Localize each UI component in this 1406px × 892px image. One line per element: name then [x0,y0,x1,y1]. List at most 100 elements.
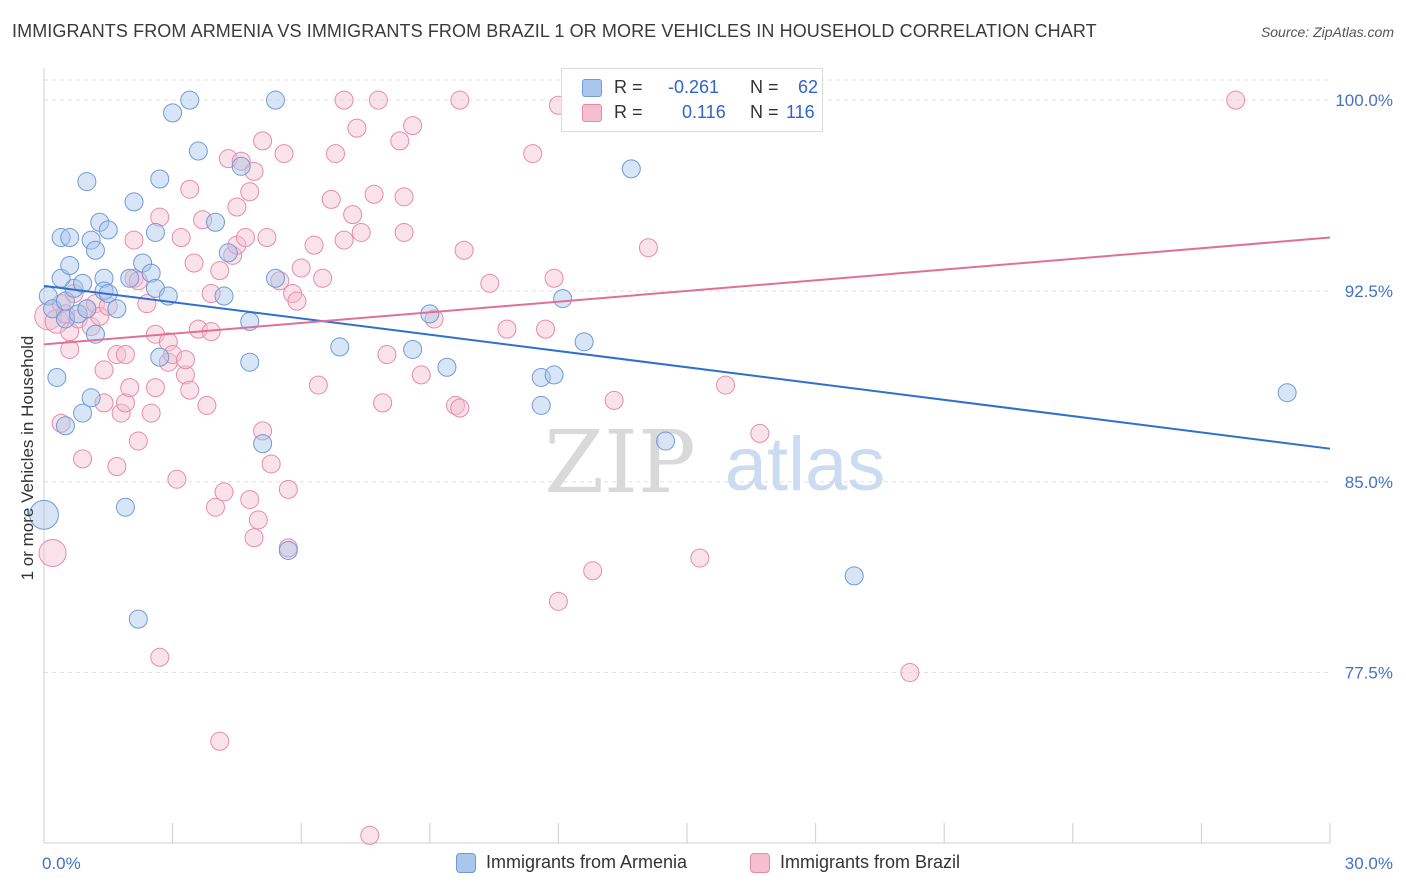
armenia-point [81,388,101,408]
y-tick-label: 92.5% [1345,282,1393,301]
brazil-point [184,253,204,273]
brazil-point [227,197,247,217]
armenia-point [214,286,234,306]
brazil-point [60,339,80,359]
axes [43,68,1331,844]
brazil-point [214,482,234,502]
brazil-point [373,393,393,413]
brazil-point [94,393,114,413]
brazil-point [120,378,140,398]
brazil-point [115,345,135,365]
source-label: Source: ZipAtlas.com [1260,24,1394,40]
brazil-point [368,90,388,110]
chart-title: IMMIGRANTS FROM ARMENIA VS IMMIGRANTS FR… [12,21,1097,41]
armenia-point [73,273,93,293]
armenia-point [844,566,864,586]
y-tick-label: 100.0% [1335,91,1393,110]
brazil-point [544,268,564,288]
x-tick-label: 0.0% [42,854,81,873]
brazil-point [638,238,658,258]
brazil-point [175,350,195,370]
armenia-point [115,497,135,517]
brazil-point [175,365,195,385]
brazil-point [38,538,67,567]
brazil-point [1226,90,1246,110]
armenia-point [81,230,101,250]
brazil-point [394,187,414,207]
armenia-point [1277,383,1297,403]
armenia-point [141,263,161,283]
armenia-point [47,367,67,387]
brazil-point [450,90,470,110]
brazil-trend-line [43,236,1331,346]
brazil-point [364,184,384,204]
brazil-point [197,395,217,415]
armenia-point [60,256,80,276]
armenia-point [437,357,457,377]
series-legend: Immigrants from Armenia Immigrants from … [0,850,1406,880]
brazil-point [231,151,251,171]
brazil-point [111,403,131,423]
brazil-points [34,90,1246,845]
brazil-point [107,456,127,476]
trend-lines [43,236,1331,450]
brazil-point [313,268,333,288]
n-value: 116 [786,102,815,122]
brazil-point [205,497,225,517]
brazil-point [377,345,397,365]
armenia-point [231,156,251,176]
armenia-point [330,337,350,357]
brazil-point [210,261,230,281]
n-label: N = [750,102,779,122]
armenia-point [77,299,97,319]
x-tick-label: 30.0% [1345,854,1393,873]
brazil-point [94,360,114,380]
brazil-point [115,393,135,413]
watermark-zip: ZIP [544,413,696,513]
y-tick-label: 77.5% [1345,664,1393,683]
armenia-point [265,268,285,288]
brazil-point [261,454,281,474]
armenia-point [218,243,238,263]
armenia-trend-line [43,284,1331,450]
brazil-point [548,591,568,611]
brazil-point [128,431,148,451]
y-tick-label: 85.0% [1345,473,1393,492]
armenia-point [60,228,80,248]
brazil-point [716,375,736,395]
brazil-point [73,449,93,469]
brazil-point [210,731,230,751]
armenia-point [265,90,285,110]
brazil-point [158,332,178,352]
r-value: -0.261 [668,77,720,97]
brazil-point [308,375,328,395]
armenia-point [240,352,260,372]
brazil-point [124,230,144,250]
brazil-point [325,144,345,164]
y-axis-title: 1 or more Vehicles in Household [18,336,37,581]
brazil-point [343,205,363,225]
brazil-point [334,90,354,110]
brazil-point [291,258,311,278]
brazil-point [253,131,273,151]
brazil-point [167,469,187,489]
brazil-point [411,365,431,385]
brazil-point [403,116,423,136]
brazil-point [304,235,324,255]
brazil-point [351,222,371,242]
brazil-point [150,207,170,227]
armenia-point [98,220,118,240]
armenia-point [85,324,105,344]
brazil-point [244,528,264,548]
r-value: 0.116 [682,102,726,122]
brazil-point [583,561,603,581]
watermark-atlas: atlas [725,422,886,507]
armenia-point [253,434,273,454]
armenia-point [403,339,423,359]
armenia-point [85,240,105,260]
tick-labels: 77.5% 85.0% 92.5% 100.0% 0.0% 30.0% [42,91,1393,873]
brazil-point [394,222,414,242]
r-label: R = [614,102,643,122]
armenia-point [73,403,93,423]
armenia-points [29,90,1297,629]
